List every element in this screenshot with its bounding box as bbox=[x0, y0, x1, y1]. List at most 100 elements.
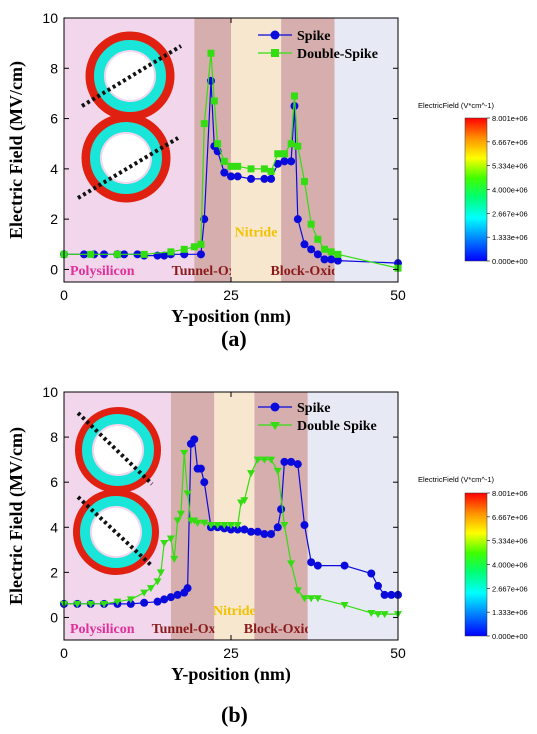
data-point-double-spike bbox=[293, 587, 302, 595]
colorbar-tick-label: 2.667e+06 bbox=[492, 209, 528, 218]
data-point-spike bbox=[373, 581, 382, 590]
colorbar-tick-label: 4.000e+06 bbox=[492, 561, 528, 570]
data-point-double-spike bbox=[190, 243, 198, 251]
data-point-double-spike bbox=[183, 490, 192, 498]
data-point-spike bbox=[387, 590, 396, 599]
data-point-spike bbox=[340, 561, 349, 570]
data-point-double-spike bbox=[73, 600, 82, 608]
data-point-double-spike bbox=[240, 497, 249, 505]
colorbar-gradient bbox=[464, 117, 488, 262]
x-tick-label: 25 bbox=[223, 645, 239, 661]
data-point-double-spike bbox=[233, 522, 242, 530]
panel-b: Polysilicon Tunnel-Oxide Nitride Block-Oxid… bbox=[6, 384, 406, 685]
y-tick-label: 0 bbox=[50, 261, 58, 277]
data-point-spike bbox=[313, 250, 322, 259]
region-label-tunnel-oxide: Tunnel-Oxide bbox=[152, 622, 234, 637]
data-point-spike bbox=[260, 174, 269, 183]
data-point-double-spike bbox=[193, 519, 202, 527]
data-point-spike bbox=[367, 569, 376, 578]
colorbar-tick-label: 8.001e+06 bbox=[492, 489, 528, 498]
y-tick-label: 10 bbox=[42, 384, 58, 400]
data-point-double-spike bbox=[287, 140, 295, 148]
colorbar-tick-label: 6.667e+06 bbox=[492, 513, 528, 522]
data-point-double-spike bbox=[340, 602, 349, 610]
y-tick-label: 4 bbox=[50, 519, 58, 535]
data-point-double-spike bbox=[176, 510, 185, 518]
data-point-double-spike bbox=[220, 157, 228, 165]
data-point-double-spike bbox=[153, 578, 162, 586]
data-point-spike bbox=[380, 590, 389, 599]
data-point-spike bbox=[287, 457, 296, 466]
legend-marker-double-spike bbox=[270, 422, 280, 430]
legend-label-double-spike: Double-Spike bbox=[297, 47, 378, 62]
x-tick-label: 0 bbox=[60, 645, 68, 661]
y-tick-label: 6 bbox=[50, 111, 58, 127]
data-point-double-spike bbox=[207, 49, 215, 57]
y-axis-label: Electric Field (MV/cm) bbox=[6, 61, 27, 239]
region-label-nitride: Nitride bbox=[213, 604, 256, 619]
data-point-double-spike bbox=[87, 250, 95, 258]
data-point-spike bbox=[280, 157, 289, 166]
colorbar-tick-label: 2.667e+06 bbox=[492, 584, 528, 593]
y-tick-label: 10 bbox=[42, 10, 58, 26]
x-tick-label: 50 bbox=[390, 287, 406, 303]
panel-a: Polysilicon Tunnel-OxideNitrideBlock-Oxid… bbox=[6, 10, 406, 327]
colorbar-tick-label: 1.333e+06 bbox=[492, 608, 528, 617]
data-point-spike bbox=[287, 157, 296, 166]
data-point-double-spike bbox=[287, 560, 296, 568]
data-point-double-spike bbox=[146, 585, 155, 593]
colorbar-tick-label: 8.001e+06 bbox=[492, 114, 528, 123]
data-point-spike bbox=[260, 530, 269, 539]
data-point-double-spike bbox=[267, 456, 276, 464]
colorbar-tick-label: 4.000e+06 bbox=[492, 186, 528, 195]
colorbar-gradient bbox=[464, 492, 488, 637]
data-point-spike bbox=[240, 525, 249, 534]
data-point-double-spike bbox=[321, 245, 329, 253]
region-band-block-oxide bbox=[254, 392, 308, 640]
colorbar-tick-label: 0.000e+00 bbox=[492, 257, 528, 266]
data-point-double-spike bbox=[140, 589, 149, 597]
data-point-spike bbox=[126, 599, 135, 608]
data-point-double-spike bbox=[113, 598, 122, 606]
data-point-double-spike bbox=[247, 165, 255, 173]
data-point-spike bbox=[140, 598, 149, 607]
nanowire-cross-section-bottom bbox=[76, 113, 180, 203]
y-tick-label: 6 bbox=[50, 474, 58, 490]
data-point-spike bbox=[300, 521, 309, 530]
data-point-spike bbox=[233, 172, 242, 181]
data-point-double-spike bbox=[260, 165, 268, 173]
data-point-double-spike bbox=[206, 522, 215, 530]
region-label-block-oxide: Block-Oxide bbox=[270, 264, 345, 279]
data-point-double-spike bbox=[280, 150, 288, 158]
region-label-polysilicon: Polysilicon bbox=[70, 264, 135, 279]
x-axis-label: Y-position (nm) bbox=[171, 664, 291, 685]
region-band-block-oxide bbox=[281, 18, 335, 282]
data-point-spike bbox=[220, 168, 229, 177]
data-point-double-spike bbox=[253, 456, 262, 464]
colorbar-tick-label: 6.667e+06 bbox=[492, 138, 528, 147]
data-point-spike bbox=[173, 590, 182, 599]
data-point-double-spike bbox=[140, 250, 148, 258]
data-point-double-spike bbox=[190, 517, 199, 525]
region-band-outer bbox=[334, 18, 398, 282]
data-point-spike bbox=[307, 558, 316, 567]
data-point-double-spike bbox=[210, 97, 218, 105]
legend-label-spike: Spike bbox=[297, 29, 330, 44]
data-point-spike bbox=[200, 478, 209, 487]
data-point-spike bbox=[273, 523, 282, 532]
data-point-double-spike bbox=[300, 177, 308, 185]
region-label-nitride: Nitride bbox=[235, 226, 278, 241]
colorbar-tick-label: 0.000e+00 bbox=[492, 632, 528, 641]
x-tick-label: 50 bbox=[390, 645, 406, 661]
data-point-double-spike bbox=[367, 609, 376, 617]
y-tick-label: 2 bbox=[50, 564, 58, 580]
data-point-double-spike bbox=[170, 555, 179, 563]
data-point-spike bbox=[196, 464, 205, 473]
data-point-double-spike bbox=[300, 595, 309, 603]
legend-marker-spike bbox=[270, 402, 280, 412]
data-point-double-spike bbox=[273, 467, 282, 475]
legend-label-double-spike: Double Spike bbox=[297, 419, 377, 434]
data-point-double-spike bbox=[227, 162, 235, 170]
data-point-spike bbox=[183, 584, 192, 593]
y-tick-label: 0 bbox=[50, 609, 58, 625]
